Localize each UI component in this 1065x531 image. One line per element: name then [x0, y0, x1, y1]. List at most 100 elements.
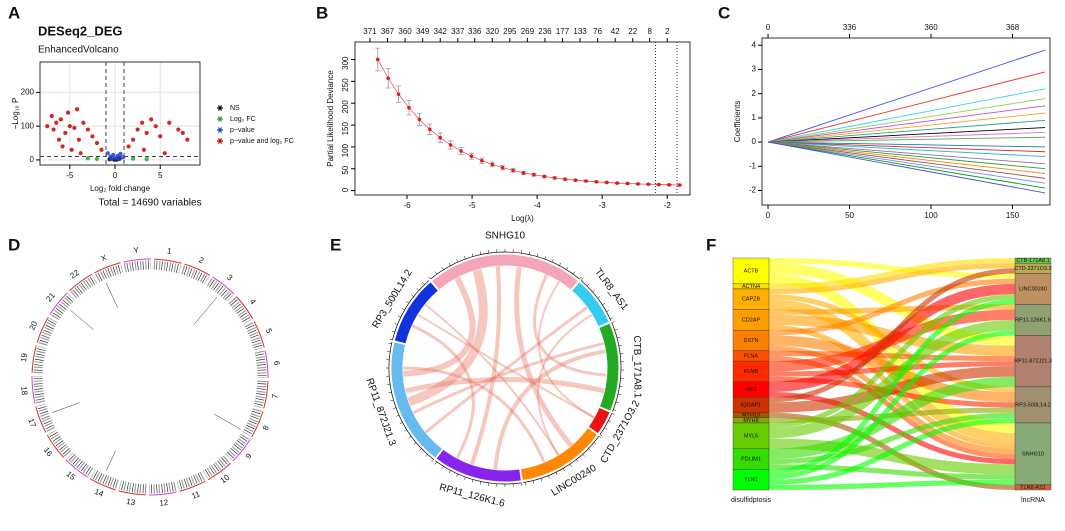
x-tick-label: 5 — [158, 171, 163, 180]
sankey-link — [768, 258, 1016, 289]
column-title: disulfidptosis — [731, 497, 772, 504]
node-label: FLNA — [744, 353, 758, 359]
chromosome-outline — [94, 262, 121, 274]
y-tick-label: 250 — [341, 78, 350, 92]
chromosome-label: 8 — [261, 424, 271, 432]
chromosome-outline — [253, 321, 265, 348]
y-tick-label: 2 — [752, 89, 757, 98]
segment-tick — [599, 434, 603, 437]
node-label: CAPZB — [742, 297, 761, 303]
point — [112, 156, 118, 161]
chord-segment — [599, 323, 619, 411]
point — [438, 135, 443, 140]
segment-tick — [611, 321, 615, 323]
legend-label: p−value and log₂ FC — [230, 138, 294, 145]
segment-tick — [456, 259, 459, 263]
point — [69, 147, 74, 152]
chromosome-outline — [235, 296, 254, 320]
chromosome-outline — [123, 258, 152, 263]
chromosome-label: 7 — [270, 393, 280, 399]
chromosome-label: 1 — [166, 246, 172, 256]
plot-frame — [761, 37, 1051, 206]
x2-tick-label: 0 — [766, 23, 771, 32]
chord-ribbon — [407, 268, 488, 407]
chromosome-outline — [148, 491, 177, 496]
segment-tick — [456, 473, 459, 477]
series-line — [377, 59, 680, 186]
segment-tick — [434, 271, 438, 275]
segment-tick — [614, 329, 618, 331]
chord-segment — [432, 254, 578, 290]
segment-tick — [618, 345, 622, 347]
column-title: lncRNA — [1021, 497, 1045, 504]
chord-ribbon — [493, 349, 606, 470]
segment-tick — [576, 459, 579, 462]
point — [396, 92, 401, 97]
point — [72, 125, 77, 130]
segment-tick — [480, 481, 482, 485]
segment-tick — [394, 323, 398, 325]
chord-ribbon — [412, 341, 605, 415]
chromosome-label: 20 — [27, 319, 39, 331]
chromosome-outline — [263, 381, 269, 409]
segment-tick — [428, 276, 431, 280]
y-tick-label: 50 — [341, 165, 350, 174]
point — [149, 117, 154, 122]
segment-tick — [471, 253, 474, 257]
chromosome-band — [206, 278, 234, 302]
chromosome-label: 12 — [159, 498, 169, 508]
x-tick-label: -4 — [534, 201, 542, 210]
point — [116, 156, 121, 161]
point — [90, 134, 95, 139]
series-line — [767, 141, 1046, 184]
segment-tick — [582, 454, 585, 457]
chromosome-label: Y — [133, 246, 140, 256]
segment-tick — [580, 278, 584, 281]
segment-tick — [604, 427, 608, 430]
sankey-node — [1014, 304, 1052, 336]
legend-label: p−value — [230, 127, 255, 134]
x-tick-label: 0 — [766, 211, 771, 220]
point — [625, 181, 630, 186]
node-label: ACTB — [744, 268, 759, 274]
sankey-link — [768, 417, 1016, 485]
node-label: RP3-500L14.2 — [1015, 402, 1050, 408]
point — [386, 76, 390, 81]
segment-tick — [480, 251, 482, 255]
segment-tick — [391, 330, 395, 333]
point — [180, 130, 185, 136]
chromosome-outline — [154, 258, 182, 264]
point — [521, 171, 526, 175]
segment-tick — [425, 454, 428, 457]
point — [105, 151, 110, 156]
sankey-link — [768, 350, 1016, 362]
sankey-link — [768, 299, 1016, 475]
chromosome-label: 16 — [42, 446, 55, 459]
sankey-node — [1014, 386, 1052, 424]
x2-tick-label: 177 — [556, 27, 570, 36]
x2-tick-label: 368 — [1006, 23, 1020, 32]
point — [85, 156, 91, 161]
point — [594, 179, 599, 184]
chromosome-outline — [179, 480, 206, 492]
y-tick-label: 100 — [341, 143, 350, 157]
legend-label: Log₂ FC — [230, 116, 256, 123]
chromosome-label: 11 — [190, 489, 202, 501]
y-tick-label: 3 — [752, 65, 757, 74]
chromosome-label: 22 — [68, 268, 81, 281]
legend-marker — [217, 105, 223, 111]
point — [67, 124, 72, 129]
point — [428, 127, 432, 132]
segment-label: SNHG10 — [485, 231, 525, 242]
x2-tick-label: 133 — [573, 27, 587, 36]
chromosome-label: 6 — [272, 360, 281, 366]
point — [49, 113, 54, 119]
chromosome-band — [33, 375, 46, 404]
chromosome-label: 19 — [19, 352, 29, 363]
point — [85, 127, 91, 132]
point — [65, 110, 71, 115]
chromosome-band — [51, 293, 75, 321]
series-line — [767, 88, 1046, 143]
gene-pointer — [70, 309, 94, 330]
point — [135, 127, 140, 132]
